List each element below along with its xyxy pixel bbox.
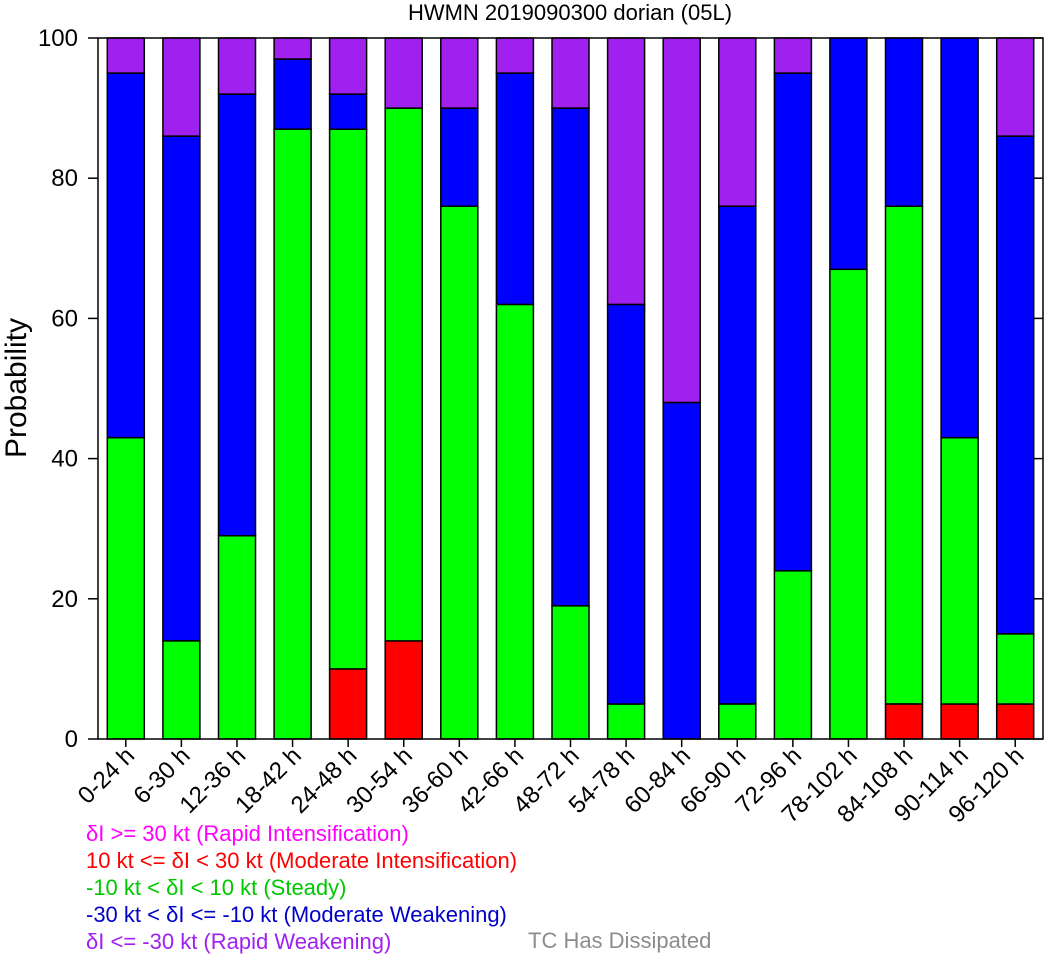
- bar-segment-mw: [995, 135, 1035, 635]
- bar-segment-rw: [106, 37, 146, 74]
- bar-segment-st: [328, 128, 368, 670]
- bar-segment-rw: [495, 37, 535, 74]
- bar-segment-st: [829, 268, 868, 740]
- bar-segment-rw: [440, 37, 479, 109]
- bar-segment-st: [384, 107, 423, 642]
- y-tick-label: 20: [51, 586, 78, 613]
- bar-segment-st: [495, 303, 535, 740]
- bar-segment-mw: [662, 401, 701, 740]
- legend-rapid-weakening: δI <= -30 kt (Rapid Weakening): [86, 929, 392, 954]
- bar-segment-mw: [551, 107, 590, 607]
- bar-segment-mi: [940, 703, 979, 740]
- bar-segment-st: [106, 436, 146, 740]
- bar-segment-st: [718, 703, 757, 740]
- tick-marks: [88, 37, 1043, 747]
- bar-segment-rw: [995, 37, 1035, 137]
- bar-segment-rw: [273, 37, 312, 60]
- bar-segment-mw: [162, 135, 201, 642]
- bar-segment-mi: [328, 668, 368, 740]
- bar-segment-rw: [606, 37, 646, 306]
- bar-segment-st: [273, 128, 312, 740]
- y-axis-label: Probability: [0, 318, 33, 458]
- bar-segment-rw: [718, 37, 757, 207]
- bar-segment-rw: [217, 37, 257, 95]
- bar-segment-mw: [773, 72, 813, 572]
- legend-rapid-intensification: δI >= 30 kt (Rapid Intensification): [86, 821, 409, 846]
- y-tick-label: 40: [51, 446, 78, 473]
- bar-segment-rw: [551, 37, 590, 109]
- bar-segment-mw: [606, 303, 646, 705]
- bar-segment-st: [440, 205, 479, 740]
- y-tick-label: 80: [51, 165, 78, 192]
- bar-segment-rw: [773, 37, 813, 74]
- y-tick-label: 100: [38, 25, 78, 52]
- bar-segment-st: [162, 640, 201, 740]
- bar-segment-mw: [217, 93, 257, 537]
- bar-segment-rw: [162, 37, 201, 137]
- bar-segment-st: [217, 534, 257, 740]
- bars-group: [106, 37, 1035, 740]
- bar-segment-mi: [384, 640, 423, 740]
- legend-moderate-weakening: -30 kt < δI <= -10 kt (Moderate Weakenin…: [86, 902, 507, 927]
- bar-segment-mw: [440, 107, 479, 207]
- bar-segment-st: [551, 605, 590, 740]
- bar-segment-mw: [829, 37, 868, 271]
- x-tick-labels: 0-24 h6-30 h12-36 h18-42 h24-48 h30-54 h…: [73, 742, 1030, 828]
- legend-steady: -10 kt < δI < 10 kt (Steady): [86, 875, 347, 900]
- bar-segment-mw: [940, 37, 979, 439]
- chart-title: HWMN 2019090300 dorian (05L): [408, 0, 732, 25]
- legend-tc-dissipated: TC Has Dissipated: [528, 928, 712, 953]
- bar-segment-mw: [273, 58, 312, 130]
- bar-segment-st: [773, 570, 813, 740]
- bar-segment-mw: [718, 205, 757, 705]
- legend-moderate-intensification: 10 kt <= δI < 30 kt (Moderate Intensific…: [86, 848, 518, 873]
- bar-segment-rw: [662, 37, 701, 404]
- bar-segment-mw: [106, 72, 146, 439]
- bar-segment-st: [884, 205, 924, 705]
- legend: δI >= 30 kt (Rapid Intensification) 10 k…: [86, 820, 517, 955]
- bar-segment-st: [606, 703, 646, 740]
- y-tick-label: 0: [65, 726, 78, 753]
- x-tick-label: 0-24 h: [73, 742, 140, 809]
- bar-segment-mw: [328, 93, 368, 130]
- y-tick-label: 60: [51, 305, 78, 332]
- bar-segment-mw: [884, 37, 924, 207]
- bar-segment-rw: [384, 37, 423, 109]
- bar-segment-st: [995, 633, 1035, 705]
- bar-segment-st: [940, 436, 979, 705]
- bar-segment-rw: [328, 37, 368, 95]
- bar-segment-mw: [495, 72, 535, 306]
- bar-segment-mi: [995, 703, 1035, 740]
- bar-segment-mi: [884, 703, 924, 740]
- y-tick-labels: 0 20 40 60 80 100: [38, 25, 78, 753]
